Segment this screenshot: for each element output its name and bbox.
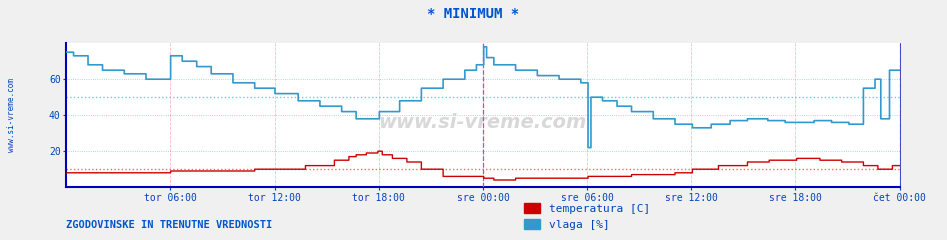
Text: ZGODOVINSKE IN TRENUTNE VREDNOSTI: ZGODOVINSKE IN TRENUTNE VREDNOSTI [66,220,273,230]
Text: www.si-vreme.com: www.si-vreme.com [379,113,587,132]
Text: www.si-vreme.com: www.si-vreme.com [7,78,16,152]
Legend: temperatura [C], vlaga [%]: temperatura [C], vlaga [%] [519,198,655,234]
Text: * MINIMUM *: * MINIMUM * [427,7,520,21]
